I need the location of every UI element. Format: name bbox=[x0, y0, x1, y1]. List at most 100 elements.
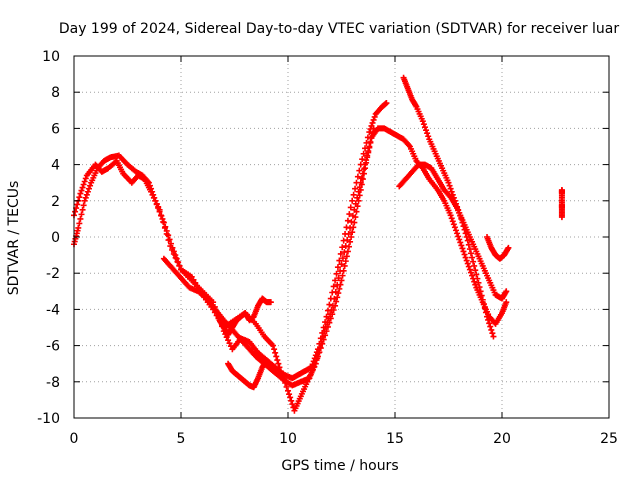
data-point bbox=[81, 197, 88, 204]
data-point bbox=[332, 302, 339, 309]
data-point bbox=[341, 262, 348, 269]
data-point bbox=[471, 278, 478, 285]
data-point bbox=[473, 271, 480, 278]
data-point bbox=[503, 288, 510, 295]
data-point bbox=[362, 165, 369, 172]
data-point bbox=[155, 205, 162, 212]
data-point bbox=[466, 266, 473, 273]
data-point bbox=[471, 262, 478, 269]
data-point bbox=[467, 250, 474, 257]
y-tick-label: 0 bbox=[51, 230, 60, 246]
data-point bbox=[489, 330, 496, 337]
data-point bbox=[335, 290, 342, 297]
data-point bbox=[457, 212, 464, 219]
data-point bbox=[314, 353, 321, 360]
data-point bbox=[472, 267, 479, 274]
data-point bbox=[275, 360, 282, 367]
data-point bbox=[87, 182, 94, 189]
data-point bbox=[342, 258, 349, 265]
data-point bbox=[79, 184, 86, 191]
data-point bbox=[451, 197, 458, 204]
x-axis-ticks: 0 5 10 15 20 25 bbox=[70, 56, 618, 447]
data-point bbox=[423, 127, 430, 134]
y-tick-label: -8 bbox=[46, 375, 60, 391]
data-point bbox=[347, 238, 354, 245]
data-point bbox=[76, 220, 83, 227]
data-point bbox=[307, 371, 314, 378]
data-point bbox=[76, 194, 83, 201]
data-point bbox=[479, 296, 486, 303]
data-point bbox=[355, 197, 362, 204]
data-point bbox=[365, 149, 372, 156]
data-point bbox=[324, 307, 331, 314]
data-point bbox=[338, 261, 345, 268]
data-point bbox=[285, 387, 291, 394]
data-point bbox=[463, 234, 470, 240]
data-point bbox=[360, 170, 367, 177]
data-point bbox=[358, 175, 365, 182]
data-point bbox=[469, 254, 476, 261]
data-point bbox=[78, 211, 85, 218]
data-point bbox=[359, 176, 366, 183]
data-point bbox=[370, 125, 377, 132]
data-point bbox=[459, 245, 466, 252]
data-point bbox=[270, 342, 277, 349]
data-point bbox=[461, 226, 468, 233]
data-point bbox=[456, 236, 463, 243]
data-point bbox=[326, 301, 333, 308]
data-point bbox=[366, 129, 373, 136]
data-point bbox=[472, 281, 479, 288]
data-point bbox=[449, 218, 456, 225]
data-point bbox=[145, 179, 152, 186]
data-point bbox=[338, 277, 345, 284]
data-point bbox=[78, 187, 85, 194]
series-arc-3 bbox=[160, 125, 377, 389]
data-point bbox=[451, 224, 458, 231]
data-point bbox=[447, 212, 454, 219]
data-point bbox=[75, 224, 82, 231]
data-point bbox=[333, 298, 340, 305]
y-axis-ticks: -10 -8 -6 -4 -2 0 2 4 6 8 10 bbox=[37, 49, 609, 427]
data-point bbox=[324, 323, 331, 330]
data-point bbox=[463, 257, 470, 264]
data-point bbox=[364, 154, 371, 161]
data-point bbox=[353, 179, 360, 186]
data-point bbox=[319, 340, 326, 347]
data-point bbox=[162, 223, 169, 230]
data-point bbox=[458, 215, 465, 222]
data-point bbox=[175, 259, 182, 266]
data-point bbox=[357, 161, 364, 168]
data-point bbox=[460, 248, 467, 255]
series-arc-2 bbox=[71, 100, 390, 382]
data-points bbox=[71, 74, 565, 414]
data-point bbox=[160, 219, 167, 226]
data-point bbox=[464, 260, 471, 267]
data-point bbox=[287, 394, 294, 401]
data-point bbox=[333, 270, 340, 277]
y-tick-label: 6 bbox=[51, 121, 60, 137]
data-point bbox=[354, 203, 361, 210]
data-point bbox=[450, 221, 457, 228]
data-point bbox=[163, 227, 170, 234]
data-point bbox=[458, 242, 465, 249]
data-point bbox=[462, 254, 469, 261]
data-point bbox=[152, 197, 159, 204]
data-point bbox=[310, 364, 317, 371]
data-point bbox=[484, 313, 491, 320]
y-tick-label: 2 bbox=[51, 194, 60, 210]
data-point bbox=[352, 185, 359, 192]
data-point bbox=[148, 185, 155, 192]
data-point bbox=[469, 272, 476, 279]
series-arc-8 bbox=[484, 234, 512, 262]
data-point bbox=[486, 320, 493, 327]
data-point bbox=[343, 253, 350, 260]
data-point bbox=[345, 243, 352, 250]
data-point bbox=[424, 130, 431, 137]
data-point bbox=[340, 267, 347, 274]
data-point bbox=[153, 201, 160, 208]
data-point bbox=[481, 305, 488, 312]
data-point bbox=[339, 255, 346, 262]
data-point bbox=[452, 200, 459, 207]
data-point bbox=[225, 337, 232, 344]
series-arc-6 bbox=[396, 161, 510, 302]
